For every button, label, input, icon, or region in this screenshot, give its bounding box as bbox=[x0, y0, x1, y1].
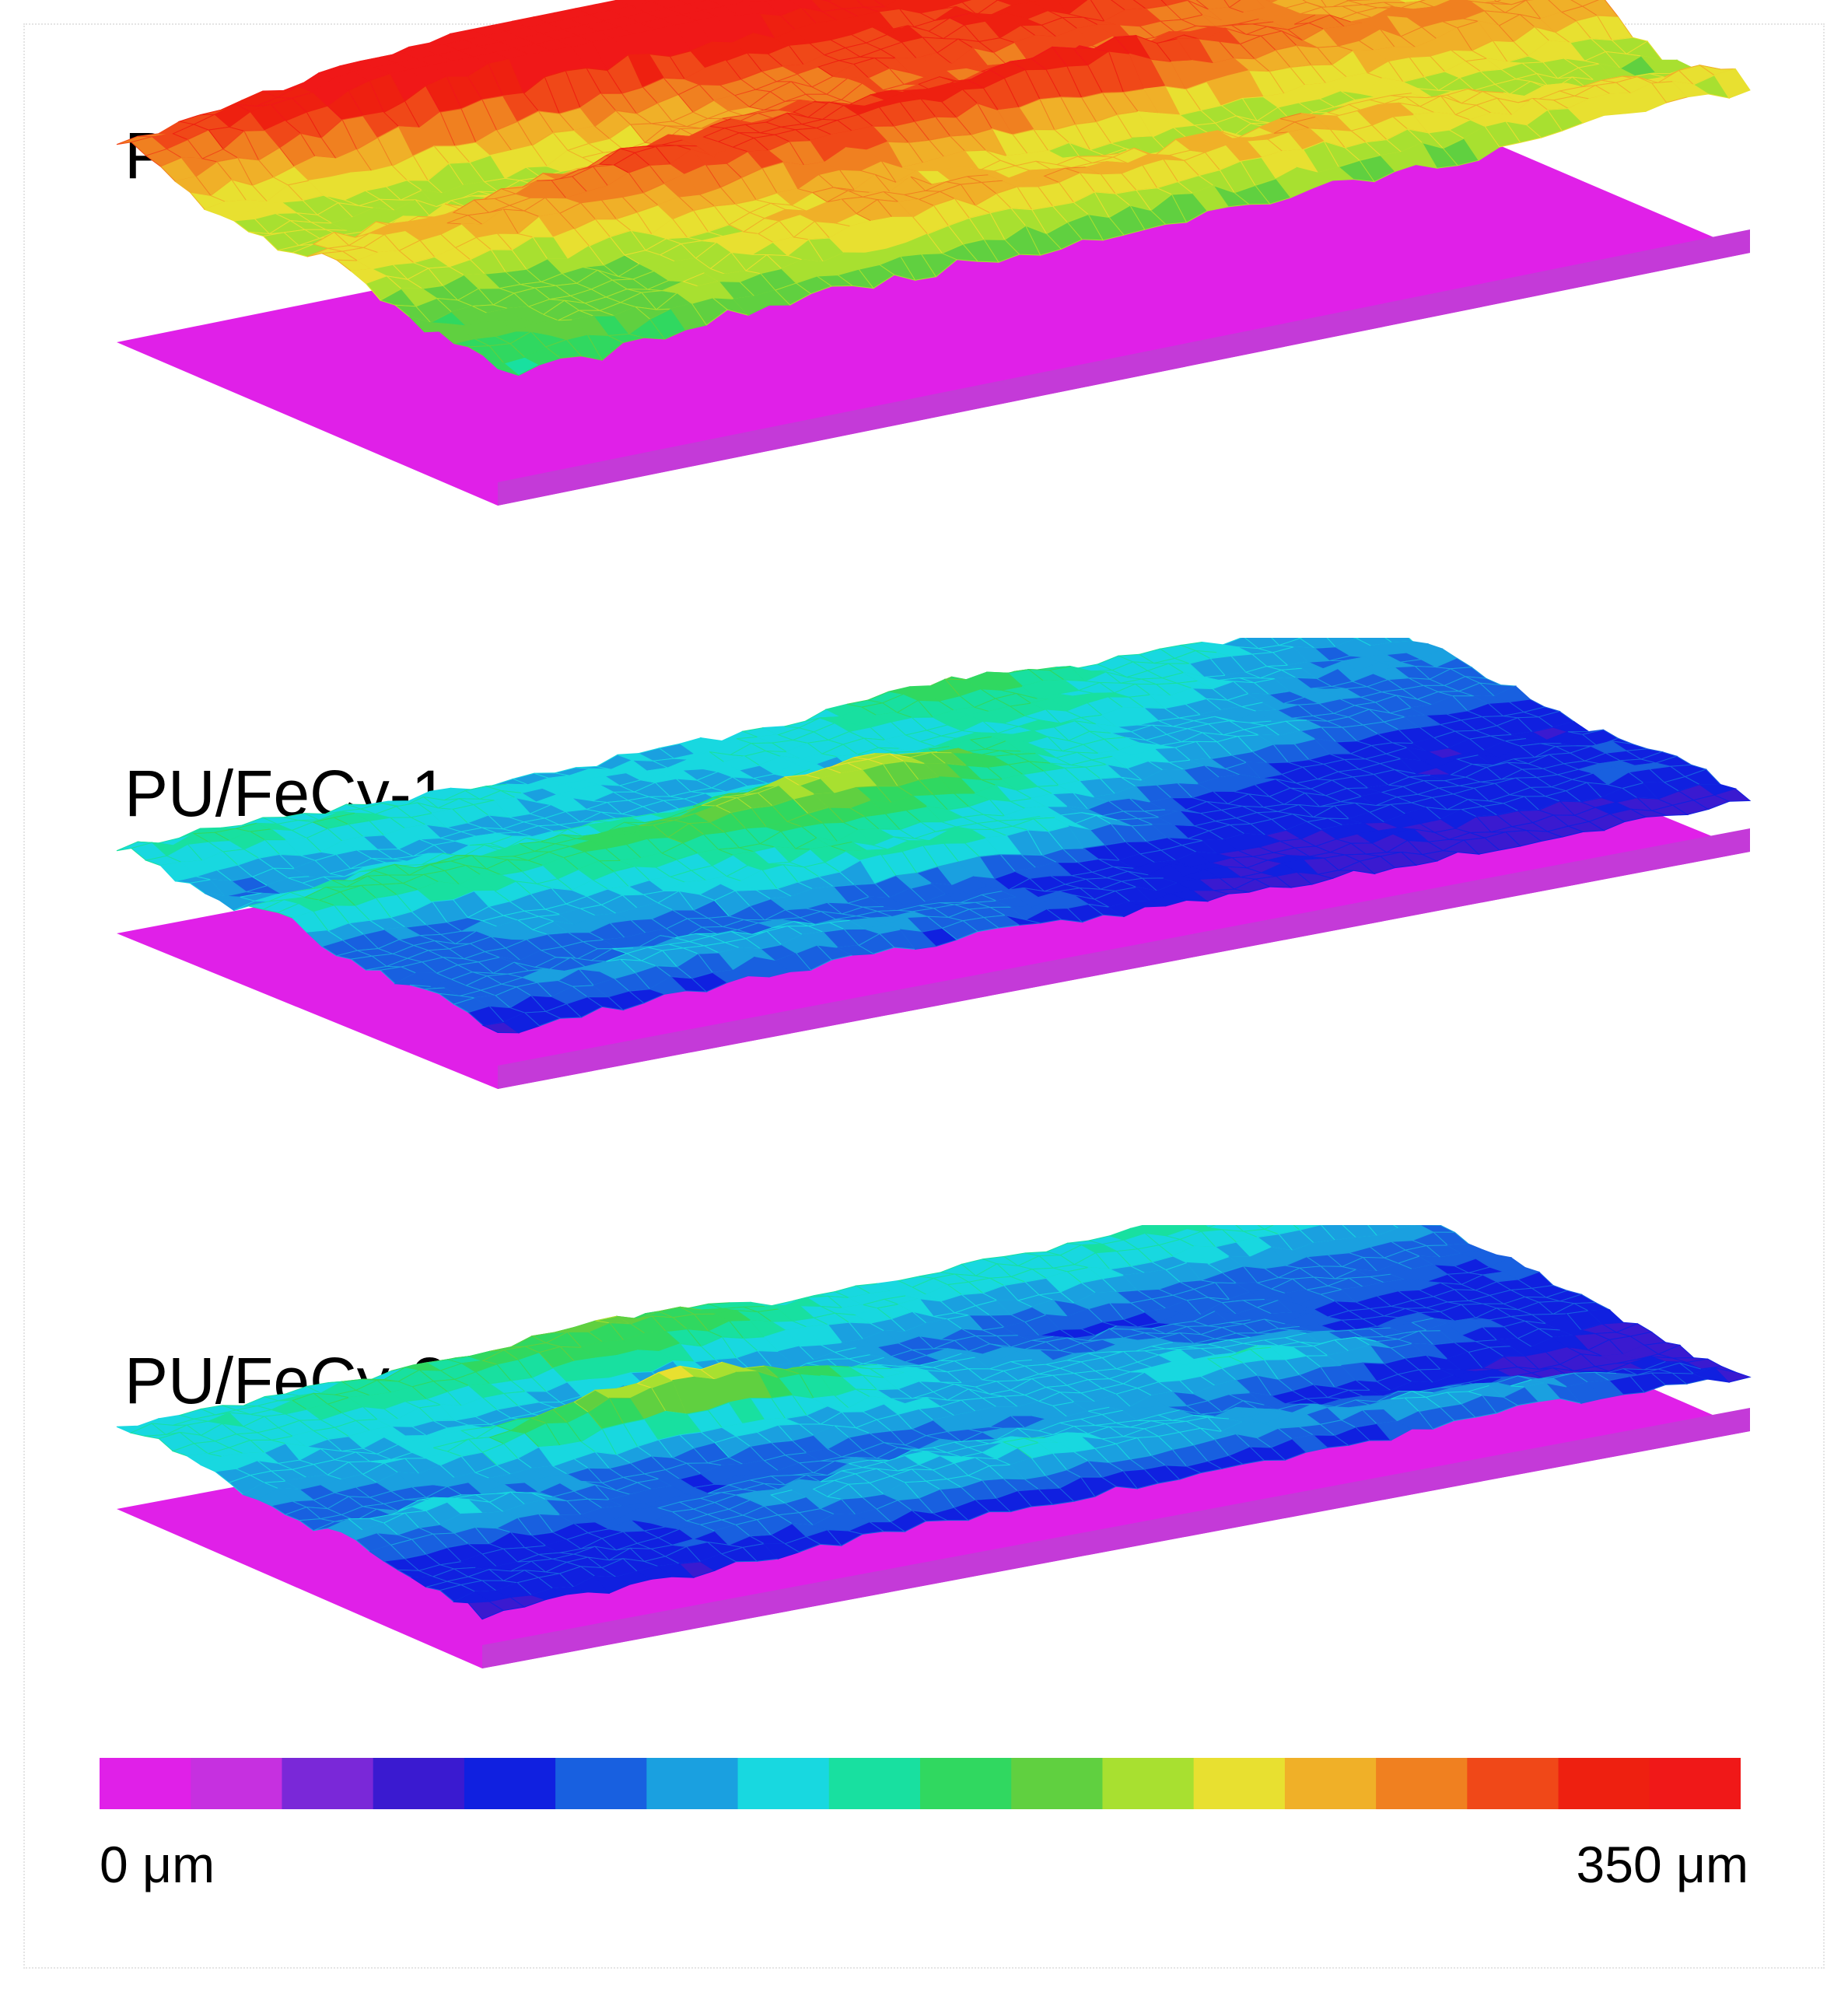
colorbar-step bbox=[737, 1758, 830, 1809]
surface-cell bbox=[873, 0, 898, 8]
surface-cell bbox=[1713, 1367, 1752, 1383]
color-scale-bar bbox=[100, 1758, 1741, 1809]
surface-cell bbox=[1511, 0, 1534, 5]
panel-pu: PU bbox=[0, 0, 1848, 544]
colorbar-step bbox=[1558, 1758, 1650, 1809]
colorbar-step bbox=[1102, 1758, 1195, 1809]
surface-cell bbox=[1025, 0, 1042, 3]
surface-base bbox=[117, 89, 1750, 506]
surface-edge bbox=[482, 1408, 1750, 1668]
colorbar-step bbox=[100, 1758, 192, 1809]
surface-topography bbox=[116, 638, 1752, 1089]
surface-cell bbox=[1223, 0, 1241, 9]
colorbar-step bbox=[1649, 1758, 1741, 1809]
colorbar-step bbox=[646, 1758, 739, 1809]
surface-cell bbox=[1713, 68, 1751, 99]
colorbar-step bbox=[828, 1758, 921, 1809]
surface-cell bbox=[1713, 788, 1752, 802]
colorbar-step bbox=[373, 1758, 465, 1809]
colorbar-step bbox=[1376, 1758, 1468, 1809]
colorbar-step bbox=[920, 1758, 1013, 1809]
surface-cell bbox=[643, 0, 666, 3]
colorbar-step bbox=[555, 1758, 648, 1809]
colorbar-step bbox=[1284, 1758, 1377, 1809]
surface-edge bbox=[498, 229, 1750, 506]
colorbar-step bbox=[1011, 1758, 1104, 1809]
panel-pu-fecy-1: PU/FeCy-1 bbox=[0, 638, 1848, 1120]
surface-edge bbox=[498, 828, 1750, 1089]
surface-topography bbox=[116, 0, 1751, 506]
colorbar-max-label: 350 μm bbox=[1576, 1836, 1748, 1893]
surface-cell bbox=[1257, 1225, 1275, 1230]
colorbar-step bbox=[1193, 1758, 1286, 1809]
colorbar-min-label: 0 μm bbox=[100, 1836, 215, 1893]
colorbar-step bbox=[282, 1758, 374, 1809]
panel-pu-fecy-2: PU/FeCy-2 bbox=[0, 1225, 1848, 1707]
surface-topography bbox=[116, 1225, 1752, 1668]
colorbar-step bbox=[464, 1758, 557, 1809]
colorbar-step bbox=[191, 1758, 283, 1809]
colorbar-step bbox=[1467, 1758, 1559, 1809]
